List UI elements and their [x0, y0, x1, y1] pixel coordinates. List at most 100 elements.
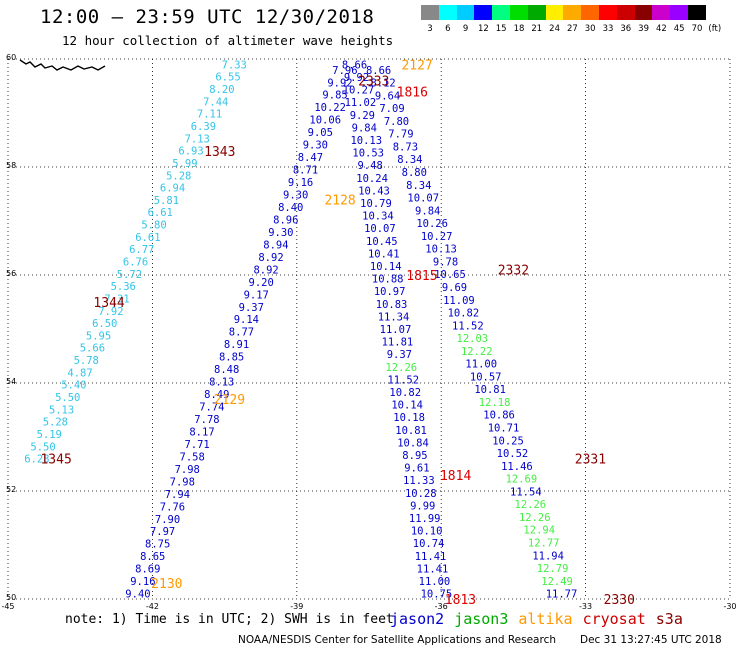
wave-height-value: 11.09: [443, 295, 475, 307]
wave-height-value: 8.20: [209, 84, 234, 96]
pass-time-label: 1345: [40, 453, 71, 468]
pass-time-label: 1815: [406, 269, 437, 284]
legend-entry: altika: [518, 610, 573, 628]
color-swatch: [598, 5, 617, 20]
pass-time-label: 2331: [575, 453, 606, 468]
color-scale-label: 70: [691, 24, 703, 34]
wave-height-value: 8.71: [293, 165, 318, 177]
wave-height-value: 7.98: [175, 464, 200, 476]
wave-height-value: 6.76: [123, 257, 148, 269]
wave-height-value: 11.54: [510, 486, 542, 498]
wave-height-value: 7.97: [150, 526, 175, 538]
wave-height-value: 9.14: [234, 314, 259, 326]
axis-ticks: -45 -42 -39 -36 -33 -30 50 52 54 56 58 60: [1, 53, 736, 611]
color-scale-bar: [421, 5, 706, 20]
wave-height-value: 5.50: [30, 441, 55, 453]
wave-height-value: 8.94: [263, 239, 288, 251]
wave-height-value: 7.80: [384, 116, 409, 128]
wave-height-value: 10.43: [358, 185, 390, 197]
wave-height-value: 11.41: [417, 563, 449, 575]
wave-height-value: 9.30: [268, 227, 293, 239]
wave-height-value: 6.77: [129, 244, 154, 256]
wave-height-value: 10.13: [350, 135, 382, 147]
color-scale-label: (ft): [708, 24, 722, 34]
wave-height-value: 10.81: [474, 384, 506, 396]
wave-height-value: 9.78: [433, 256, 458, 268]
color-swatch: [492, 5, 510, 20]
wave-height-value: 12.03: [457, 333, 489, 345]
wave-height-value: 9.30: [283, 190, 308, 202]
wave-height-value: 11.34: [378, 311, 410, 323]
wave-height-value: 11.33: [403, 475, 435, 487]
wave-height-value: 10.75: [421, 589, 453, 601]
wave-height-value: 8.92: [253, 264, 278, 276]
wave-height-value: 10.41: [368, 248, 400, 260]
pass-time-label: 2127: [401, 58, 432, 73]
wave-height-value: 5.28: [166, 170, 191, 182]
color-swatch: [527, 5, 546, 20]
color-swatch: [545, 5, 564, 20]
wave-height-value: 7.74: [199, 402, 224, 414]
color-scale-label: 18: [513, 24, 525, 34]
pass-time-label: 2129: [214, 393, 245, 408]
color-scale-label: 3: [427, 24, 433, 34]
wave-height-value: 5.40: [61, 380, 86, 392]
color-swatch: [687, 5, 706, 20]
wave-height-value: 7.44: [203, 96, 228, 108]
chart-subtitle: 12 hour collection of altimeter wave hei…: [62, 33, 394, 48]
greenland-coastline: [19, 59, 106, 71]
color-scale-label: 42: [655, 24, 667, 34]
chart-title: 12:00 — 23:59 UTC 12/30/2018: [40, 6, 375, 28]
wave-height-value: 8.17: [189, 426, 214, 438]
wave-height-value: 7.92: [98, 306, 123, 318]
pass-time-label: 2330: [604, 593, 635, 608]
color-scale-label: 21: [531, 24, 543, 34]
wave-height-value: 7.33: [222, 59, 247, 71]
wave-height-value: 6.94: [160, 183, 185, 195]
wave-height-value: 9.69: [442, 282, 467, 294]
wave-height-value: 5.66: [80, 343, 105, 355]
wave-height-value: 10.82: [389, 387, 421, 399]
wave-height-value: 8.91: [224, 339, 249, 351]
wave-height-value: 12.22: [461, 346, 493, 358]
wave-height-value: 10.65: [434, 269, 466, 281]
wave-height-value: 10.88: [372, 274, 404, 286]
footer-note: note: 1) Time is in UTC; 2) SWH is in fe…: [65, 612, 394, 627]
wave-height-value: 11.46: [501, 461, 533, 473]
color-swatch: [563, 5, 582, 20]
wave-height-value: 5.95: [86, 330, 111, 342]
wave-height-value: 11.07: [380, 324, 412, 336]
pass-time-label: 2333: [358, 75, 389, 90]
wave-height-value: 12.26: [386, 362, 418, 374]
y-tick-label: 58: [6, 161, 16, 170]
wave-height-value: 12.49: [541, 576, 573, 588]
wave-height-value: 8.92: [258, 252, 283, 264]
wave-height-value: 9.84: [415, 205, 440, 217]
y-tick-label: 56: [6, 269, 16, 278]
color-scale-label: 9: [462, 24, 469, 34]
wave-height-value: 11.81: [382, 337, 414, 349]
wave-height-value: 11.94: [532, 550, 564, 562]
wave-height-value: 6.55: [215, 72, 240, 84]
color-scale-label: 39: [638, 24, 649, 34]
color-scale-label: 6: [445, 24, 451, 34]
wave-height-value: 12.79: [537, 563, 569, 575]
wave-height-value: 5.13: [49, 404, 74, 416]
wave-height-value: 8.49: [204, 389, 229, 401]
wave-height-value: 7.90: [155, 514, 180, 526]
legend-entry: cryosat: [582, 610, 646, 628]
wave-height-value: 10.84: [397, 437, 429, 449]
wave-height-value: 5.28: [43, 417, 68, 429]
wave-height-value: 10.07: [407, 193, 439, 205]
wave-height-value: 9.99: [410, 500, 435, 512]
wave-height-value: 10.27: [343, 85, 375, 97]
wave-height-value: 7.11: [197, 109, 222, 121]
legend-entry: jason3: [454, 610, 509, 628]
wave-height-value: 7.58: [180, 451, 205, 463]
color-swatch: [670, 5, 688, 20]
wave-height-value: 11.52: [387, 374, 419, 386]
wave-height-value: 6.39: [191, 121, 216, 133]
wave-height-value: 10.82: [448, 308, 480, 320]
wave-height-value: 9.92: [327, 77, 352, 89]
